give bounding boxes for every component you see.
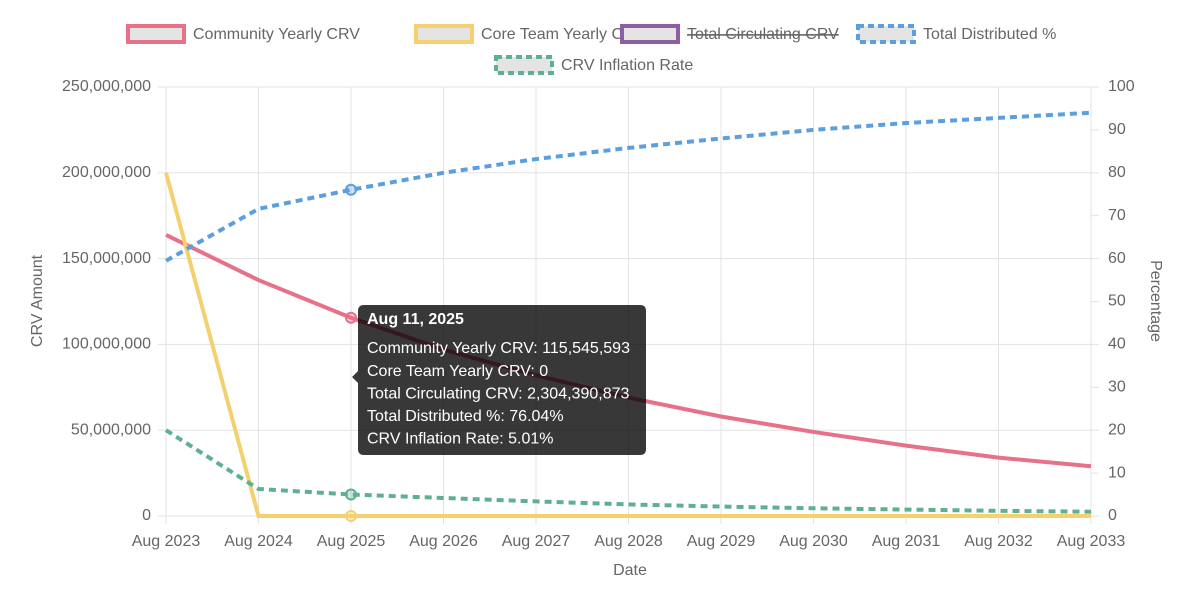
legend-label: Core Team Yearly CRV [481,26,645,43]
y2-axis-title: Percentage [1147,260,1164,342]
y2-tick-label: 100 [1108,78,1135,95]
y-axis-title: CRV Amount [29,254,46,347]
tooltip-line: Community Yearly CRV: 115,545,593 [367,340,630,357]
y2-tick-label: 50 [1108,293,1126,310]
y-tick-label: 200,000,000 [62,164,151,181]
tooltip-box [352,305,646,455]
series-line [164,172,1091,518]
hover-point [345,311,357,324]
legend-swatch [494,55,554,75]
y2-tick-label: 60 [1108,250,1126,267]
x-tick-label: Aug 2025 [317,533,386,550]
y-tick-label: 100,000,000 [62,336,151,353]
legend-swatch [620,24,680,44]
tooltip-line: Total Distributed %: 76.04% [367,408,564,425]
y-tick-label: 50,000,000 [71,421,151,438]
hover-point [345,510,357,522]
legend-label: Total Distributed % [923,26,1056,43]
series-line [165,110,1092,263]
y2-tick-label: 30 [1108,379,1126,396]
y2-tick-label: 70 [1108,207,1126,224]
legend-swatch [414,24,474,44]
hover-point [345,488,357,501]
x-tick-label: Aug 2023 [132,533,201,550]
y2-tick-label: 0 [1108,507,1117,524]
tooltip-line: Total Circulating CRV: 2,304,390,873 [367,385,629,402]
y-tick-label: 150,000,000 [62,250,151,267]
hover-point [345,183,357,196]
tooltip: Aug 11, 2025 Community Yearly CRV: 115,54… [352,305,646,455]
x-tick-label: Aug 2033 [1057,533,1126,550]
x-tick-label: Aug 2029 [687,533,756,550]
y2-tick-label: 80 [1108,164,1126,181]
series-line [164,428,1092,514]
legend-label: CRV Inflation Rate [561,57,693,74]
y2-tick-label: 20 [1108,421,1126,438]
tooltip-line: Core Team Yearly CRV: 0 [367,363,548,380]
y-tick-label: 250,000,000 [62,78,151,95]
y2-tick-label: 10 [1108,464,1126,481]
x-tick-label: Aug 2031 [872,533,941,550]
legend-swatch [126,24,186,44]
legend-label: Total Circulating CRV [687,26,839,43]
x-tick-label: Aug 2027 [502,533,571,550]
y2-tick-label: 90 [1108,121,1126,138]
x-axis-title: Date [613,562,647,579]
tooltip-line: CRV Inflation Rate: 5.01% [367,431,553,448]
x-tick-label: Aug 2026 [409,533,478,550]
legend-label: Community Yearly CRV [193,26,360,43]
legend-swatch [856,24,916,44]
x-tick-label: Aug 2028 [594,533,663,550]
y-tick-label: 0 [142,507,151,524]
x-tick-label: Aug 2032 [964,533,1033,550]
x-tick-label: Aug 2030 [779,533,848,550]
y2-tick-label: 40 [1108,336,1126,353]
tooltip-title: Aug 11, 2025 [367,311,464,328]
x-tick-label: Aug 2024 [224,533,293,550]
